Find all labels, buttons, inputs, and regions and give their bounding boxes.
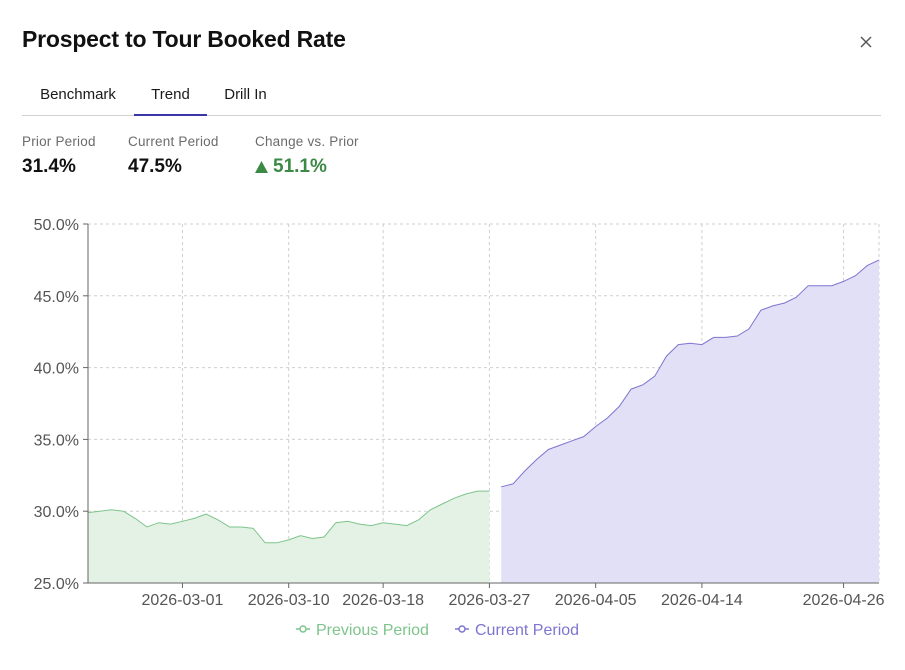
tab-trend[interactable]: Trend (134, 78, 207, 116)
y-tick-label: 45.0% (34, 289, 79, 306)
kpi-prior-period: Prior Period 31.4% (22, 134, 96, 178)
kpi-current-value: 47.5% (128, 156, 182, 177)
y-tick-label: 50.0% (34, 217, 79, 234)
series-line-current-period (501, 259, 880, 488)
kpi-change-value: 51.1% (273, 156, 327, 177)
triangle-up-icon (255, 161, 268, 173)
kpi-change-label: Change vs. Prior (255, 134, 359, 149)
trend-chart-svg: 25.0% 30.0% 35.0% 40.0% 45.0% 50.0% 2026-03-01… (34, 217, 885, 639)
x-tick-label: 2026-03-18 (342, 592, 424, 609)
tab-drill-in[interactable]: Drill In (224, 86, 267, 103)
series-line-previous-period (87, 490, 490, 544)
kpi-change-value-row: 51.1% (255, 156, 359, 178)
trend-chart: 25.0% 30.0% 35.0% 40.0% 45.0% 50.0% 2026-03-01… (0, 200, 905, 665)
kpi-current-label: Current Period (128, 134, 219, 149)
x-tick-label: 2026-04-05 (555, 592, 637, 609)
x-tick-label: 2026-04-14 (661, 592, 743, 609)
x-tick-label: 2026-04-26 (803, 592, 885, 609)
legend-swatch-marker (458, 625, 466, 633)
legend-swatch-marker (299, 625, 307, 633)
close-icon (860, 36, 872, 48)
modal-title: Prospect to Tour Booked Rate (22, 26, 346, 52)
legend-label: Current Period (475, 622, 579, 639)
y-tick-label: 25.0% (34, 576, 79, 593)
close-button[interactable] (852, 28, 880, 56)
kpi-prior-label: Prior Period (22, 134, 96, 149)
legend-label: Previous Period (316, 622, 429, 639)
kpi-prior-value: 31.4% (22, 156, 76, 177)
x-tick-label: 2026-03-01 (142, 592, 224, 609)
tab-benchmark[interactable]: Benchmark (40, 86, 116, 103)
tab-bar: Benchmark Trend Drill In (22, 78, 881, 116)
kpi-change: Change vs. Prior 51.1% (255, 134, 359, 178)
series-area-current-period (501, 259, 879, 583)
y-tick-label: 40.0% (34, 361, 79, 378)
y-tick-label: 30.0% (34, 504, 79, 521)
x-tick-label: 2026-03-10 (248, 592, 330, 609)
legend-item-current-period: Current Period (455, 622, 579, 639)
kpi-current-period: Current Period 47.5% (128, 134, 219, 178)
legend-item-previous-period: Previous Period (296, 622, 429, 639)
y-tick-label: 35.0% (34, 432, 79, 449)
x-tick-label: 2026-03-27 (448, 592, 530, 609)
series-area-previous-period (88, 491, 490, 583)
